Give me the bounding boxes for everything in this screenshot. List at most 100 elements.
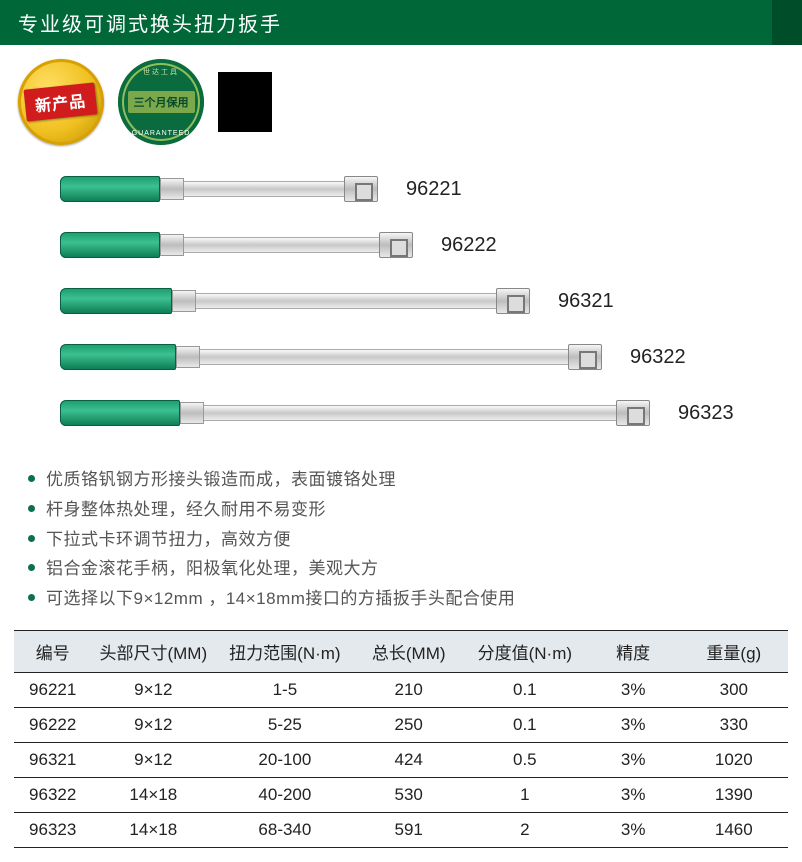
spec-cell: 1-5 <box>215 672 354 707</box>
spec-header-cell: 分度值(N·m) <box>463 630 587 672</box>
spec-cell: 1460 <box>680 812 788 847</box>
spec-row: 962219×121-52100.13%300 <box>14 672 788 707</box>
spec-cell: 591 <box>355 812 463 847</box>
wrench-handle <box>60 176 160 202</box>
wrench-diagram: 96221 96222 96321 96322 96323 <box>0 153 802 459</box>
spec-cell: 96222 <box>14 707 91 742</box>
wrench-row: 96322 <box>60 329 784 385</box>
wrench-head <box>496 288 530 314</box>
feature-item: 杆身整体热处理，经久耐用不易变形 <box>28 495 780 525</box>
spec-cell: 9×12 <box>91 707 215 742</box>
spec-header-cell: 扭力范围(N·m) <box>215 630 354 672</box>
spec-row: 963219×1220-1004240.53%1020 <box>14 742 788 777</box>
wrench-illustration <box>60 287 530 315</box>
page: 专业级可调式换头扭力扳手 新产品 世达工具 三个月保用 GUARANTEED 9… <box>0 0 802 862</box>
spec-cell: 0.1 <box>463 672 587 707</box>
wrench-shaft <box>200 349 568 365</box>
feature-item: 铝合金滚花手柄，阳极氧化处理，美观大方 <box>28 554 780 584</box>
new-product-label: 新产品 <box>24 82 98 121</box>
feature-item: 优质铬钒钢方形接头锻造而成，表面镀铬处理 <box>28 465 780 495</box>
wrench-shaft <box>204 405 616 421</box>
new-product-badge: 新产品 <box>18 59 104 145</box>
spec-cell: 3% <box>587 777 680 812</box>
badges-row: 新产品 世达工具 三个月保用 GUARANTEED <box>0 45 802 153</box>
wrench-illustration <box>60 343 602 371</box>
wrench-model-label: 96323 <box>678 402 734 425</box>
wrench-row: 96321 <box>60 273 784 329</box>
page-title: 专业级可调式换头扭力扳手 <box>18 14 282 36</box>
wrench-head <box>344 176 378 202</box>
spec-cell: 250 <box>355 707 463 742</box>
spec-cell: 0.5 <box>463 742 587 777</box>
spec-table-wrap: 编号头部尺寸(MM)扭力范围(N·m)总长(MM)分度值(N·m)精度重量(g)… <box>0 630 802 862</box>
spec-cell: 330 <box>680 707 788 742</box>
spec-cell: 424 <box>355 742 463 777</box>
spec-cell: 0.1 <box>463 707 587 742</box>
wrench-collar <box>176 346 200 368</box>
spec-table: 编号头部尺寸(MM)扭力范围(N·m)总长(MM)分度值(N·m)精度重量(g)… <box>14 630 788 848</box>
wrench-handle <box>60 232 160 258</box>
spec-header-row: 编号头部尺寸(MM)扭力范围(N·m)总长(MM)分度值(N·m)精度重量(g) <box>14 630 788 672</box>
wrench-head <box>568 344 602 370</box>
spec-cell: 1 <box>463 777 587 812</box>
wrench-handle <box>60 400 180 426</box>
feature-item: 可选择以下9×12mm ，14×18mm接口的方插扳手头配合使用 <box>28 584 780 614</box>
wrench-row: 96323 <box>60 385 784 441</box>
spec-cell: 96321 <box>14 742 91 777</box>
wrench-illustration <box>60 175 378 203</box>
warranty-ring-top: 世达工具 <box>143 67 179 77</box>
spec-row: 9632314×1868-34059123%1460 <box>14 812 788 847</box>
wrench-illustration <box>60 231 413 259</box>
spec-cell: 96221 <box>14 672 91 707</box>
warranty-ring-bottom: GUARANTEED <box>132 130 191 137</box>
spec-cell: 3% <box>587 812 680 847</box>
spec-cell: 96323 <box>14 812 91 847</box>
wrench-collar <box>160 178 184 200</box>
wrench-row: 96222 <box>60 217 784 273</box>
black-block <box>218 72 272 132</box>
spec-cell: 530 <box>355 777 463 812</box>
wrench-collar <box>172 290 196 312</box>
spec-cell: 20-100 <box>215 742 354 777</box>
title-bar: 专业级可调式换头扭力扳手 <box>0 0 802 45</box>
spec-cell: 210 <box>355 672 463 707</box>
spec-cell: 3% <box>587 742 680 777</box>
wrench-illustration <box>60 399 650 427</box>
wrench-row: 96221 <box>60 161 784 217</box>
spec-cell: 1020 <box>680 742 788 777</box>
wrench-head <box>379 232 413 258</box>
spec-header-cell: 重量(g) <box>680 630 788 672</box>
spec-cell: 14×18 <box>91 812 215 847</box>
wrench-collar <box>180 402 204 424</box>
wrench-shaft <box>196 293 496 309</box>
wrench-model-label: 96321 <box>558 290 614 313</box>
wrench-shaft <box>184 181 344 197</box>
spec-cell: 96322 <box>14 777 91 812</box>
spec-cell: 2 <box>463 812 587 847</box>
spec-cell: 3% <box>587 672 680 707</box>
spec-cell: 9×12 <box>91 742 215 777</box>
spec-cell: 5-25 <box>215 707 354 742</box>
feature-item: 下拉式卡环调节扭力，高效方便 <box>28 525 780 555</box>
wrench-handle <box>60 344 176 370</box>
spec-header-cell: 精度 <box>587 630 680 672</box>
spec-header-cell: 总长(MM) <box>355 630 463 672</box>
spec-header-cell: 编号 <box>14 630 91 672</box>
wrench-model-label: 96222 <box>441 234 497 257</box>
wrench-model-label: 96221 <box>406 178 462 201</box>
feature-list: 优质铬钒钢方形接头锻造而成，表面镀铬处理杆身整体热处理，经久耐用不易变形下拉式卡… <box>0 459 802 630</box>
spec-cell: 68-340 <box>215 812 354 847</box>
spec-row: 962229×125-252500.13%330 <box>14 707 788 742</box>
wrench-head <box>616 400 650 426</box>
spec-cell: 300 <box>680 672 788 707</box>
spec-cell: 3% <box>587 707 680 742</box>
spec-cell: 1390 <box>680 777 788 812</box>
warranty-main-text: 三个月保用 <box>128 91 195 113</box>
wrench-handle <box>60 288 172 314</box>
wrench-shaft <box>184 237 379 253</box>
spec-cell: 9×12 <box>91 672 215 707</box>
spec-row: 9632214×1840-20053013%1390 <box>14 777 788 812</box>
wrench-model-label: 96322 <box>630 346 686 369</box>
spec-header-cell: 头部尺寸(MM) <box>91 630 215 672</box>
spec-cell: 40-200 <box>215 777 354 812</box>
